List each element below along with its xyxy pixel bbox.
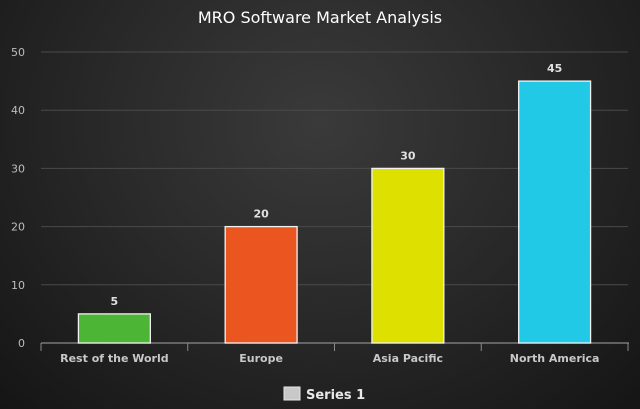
x-tick-label-north-america: North America [510,352,600,365]
x-tick-label-europe: Europe [239,352,283,365]
axes [40,342,629,351]
data-label-asia-pacific: 30 [400,149,416,162]
x-tick-label-rest-of-the-world: Rest of the World [60,352,169,365]
x-tick-label-asia-pacific: Asia Pacific [373,352,443,365]
chart-title: MRO Software Market Analysis [198,8,442,27]
legend-label-series-1[interactable]: Series 1 [306,388,365,403]
bar-europe[interactable] [224,225,298,344]
data-label-north-america: 45 [547,62,562,75]
bar-rest-of-the-world[interactable] [77,313,151,344]
y-tick-label-0: 0 [18,337,25,350]
bars [77,80,592,344]
y-tick-label-20: 20 [11,221,25,234]
bar-asia-pacific[interactable] [371,167,445,344]
data-label-rest-of-the-world: 5 [111,295,119,308]
y-tick-label-50: 50 [11,46,25,59]
labels: 0 10 20 30 40 50 5 Rest of the World 20 Europe 30 A… [11,46,599,365]
y-tick-label-10: 10 [11,279,25,292]
data-label-europe: 20 [253,208,269,221]
legend-swatch-series-1[interactable] [283,386,301,401]
y-tick-label-30: 30 [11,162,25,175]
bar-north-america[interactable] [518,80,592,344]
legend[interactable]: Series 1 [283,386,365,403]
y-tick-label-40: 40 [11,104,25,117]
